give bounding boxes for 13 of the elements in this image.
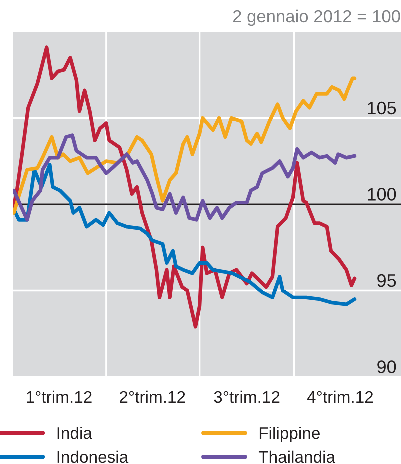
x-tick-label: 4°trim.12 bbox=[307, 390, 374, 404]
x-tick-label: 1°trim.12 bbox=[27, 390, 92, 404]
y-tick-label: 105 bbox=[368, 102, 396, 115]
y-tick-label: 100 bbox=[368, 188, 396, 201]
x-tick-label: 2°trim.12 bbox=[120, 390, 186, 404]
legend-label: Filippine bbox=[260, 427, 320, 443]
x-tick-label: 3°trim.12 bbox=[214, 390, 280, 404]
y-tick-label: 90 bbox=[378, 360, 396, 374]
legend-label: Thailandia bbox=[258, 450, 336, 464]
y-tick-label: 95 bbox=[378, 274, 396, 288]
chart-title: 2 gennaio 2012 = 100 bbox=[233, 10, 400, 26]
legend-label: India bbox=[58, 427, 92, 440]
legend-label: Indonesia bbox=[58, 450, 129, 464]
